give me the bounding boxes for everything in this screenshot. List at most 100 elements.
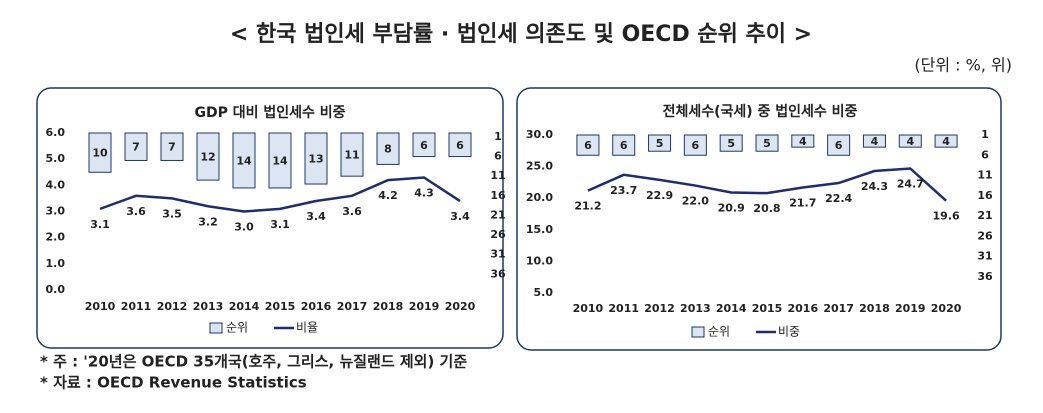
x-tick-label: 2014 [229, 300, 260, 313]
legend-label: 비율 [296, 321, 318, 335]
footnote: * 주 : '20년은 OECD 35개국(호주, 그리스, 뉴질랜드 제외) … [40, 353, 467, 371]
data-label: 20.8 [753, 202, 780, 215]
line [99, 176, 461, 213]
x-tick-label: 2012 [157, 300, 188, 313]
bar-label: 6 [620, 139, 628, 152]
x-tick-label: 2017 [337, 300, 368, 313]
bar [791, 134, 815, 148]
data-label: 23.7 [610, 184, 637, 197]
bar-label: 6 [835, 139, 843, 152]
x-tick-label: 2016 [788, 302, 819, 315]
data-label: 21.2 [574, 200, 601, 213]
chart-title: 전체세수(국세) 중 법인세수 비중 [663, 103, 858, 120]
x-tick-label: 2019 [409, 300, 440, 313]
chart-title: GDP 대비 법인세수 비중 [194, 104, 345, 121]
y2-tick-label: 11 [977, 169, 992, 182]
y2-tick-label: 1 [981, 128, 989, 141]
y-tick-label: 5.0 [46, 152, 66, 165]
bar-label: 7 [132, 141, 140, 154]
bar-label: 4 [942, 135, 950, 148]
y2-tick-label: 26 [977, 229, 993, 242]
x-tick-label: 2013 [193, 300, 224, 313]
data-label: 3.6 [126, 205, 146, 218]
data-label: 3.6 [342, 205, 362, 218]
bar-label: 14 [236, 154, 252, 167]
y2-tick-label: 26 [490, 228, 506, 241]
bar-label: 4 [871, 135, 879, 148]
data-label: 3.2 [198, 215, 218, 228]
legend-label: 순위 [226, 321, 248, 335]
bar-label: 6 [456, 139, 464, 152]
bar-label: 4 [906, 135, 914, 148]
data-label: 22.4 [825, 192, 852, 205]
x-tick-label: 2010 [85, 300, 116, 313]
bar [648, 134, 672, 152]
unit-label: (단위 : %, 위) [914, 56, 1012, 75]
y2-tick-label: 21 [977, 209, 992, 222]
data-label: 4.2 [378, 189, 398, 202]
y2-tick-label: 6 [981, 148, 989, 161]
bar-label: 13 [308, 153, 323, 166]
bar-label: 10 [92, 147, 108, 160]
bar [304, 132, 328, 185]
panel [516, 87, 1002, 351]
bar [412, 132, 436, 158]
x-tick-label: 2020 [445, 300, 476, 313]
data-label: 3.5 [162, 207, 182, 220]
y2-tick-label: 1 [494, 130, 502, 143]
bar-label: 11 [344, 149, 359, 162]
y-tick-label: 10.0 [526, 254, 553, 267]
bar-label: 6 [420, 139, 428, 152]
panel [36, 87, 504, 349]
x-tick-label: 2016 [301, 300, 332, 313]
bar-label: 12 [200, 151, 215, 164]
data-label: 24.7 [897, 177, 924, 190]
x-tick-label: 2011 [121, 300, 152, 313]
footnote: * 자료 : OECD Revenue Statistics [40, 374, 307, 392]
y2-tick-label: 16 [977, 189, 993, 202]
bar [88, 132, 112, 173]
y-tick-label: 5.0 [534, 286, 554, 299]
y-tick-label: 0.0 [46, 283, 66, 296]
bar-label: 6 [692, 139, 700, 152]
bar [448, 132, 472, 158]
y-tick-label: 4.0 [46, 178, 66, 191]
y2-tick-label: 36 [490, 267, 506, 280]
bar [268, 132, 292, 189]
legend-swatch [209, 322, 223, 334]
y-tick-label: 15.0 [526, 223, 553, 236]
y-tick-label: 25.0 [526, 160, 553, 173]
bar-label: 6 [584, 139, 592, 152]
bar-label: 14 [272, 154, 288, 167]
bar-label: 8 [384, 143, 392, 156]
data-label: 20.9 [718, 202, 745, 215]
bar [862, 134, 886, 148]
bar [124, 132, 148, 161]
data-label: 4.3 [414, 186, 434, 199]
bar [827, 134, 851, 156]
bar-label: 5 [727, 137, 735, 150]
data-label: 3.4 [450, 210, 470, 223]
bar [755, 134, 779, 152]
y2-tick-label: 31 [490, 248, 505, 261]
x-tick-label: 2018 [373, 300, 404, 313]
bar [719, 134, 743, 152]
bar [232, 132, 256, 189]
legend-label: 비중 [778, 325, 800, 339]
bar-label: 4 [799, 135, 807, 148]
x-tick-label: 2017 [823, 302, 854, 315]
x-tick-label: 2015 [752, 302, 783, 315]
y-tick-label: 6.0 [46, 126, 66, 139]
y-tick-label: 2.0 [46, 231, 66, 244]
data-label: 3.4 [306, 210, 326, 223]
x-tick-label: 2013 [680, 302, 711, 315]
y2-tick-label: 16 [490, 189, 506, 202]
data-label: 22.9 [646, 189, 673, 202]
x-tick-label: 2014 [716, 302, 747, 315]
data-label: 24.3 [861, 180, 888, 193]
data-label: 3.1 [270, 218, 290, 231]
x-tick-label: 2015 [265, 300, 296, 313]
bar [683, 134, 707, 156]
data-label: 22.0 [682, 195, 709, 208]
